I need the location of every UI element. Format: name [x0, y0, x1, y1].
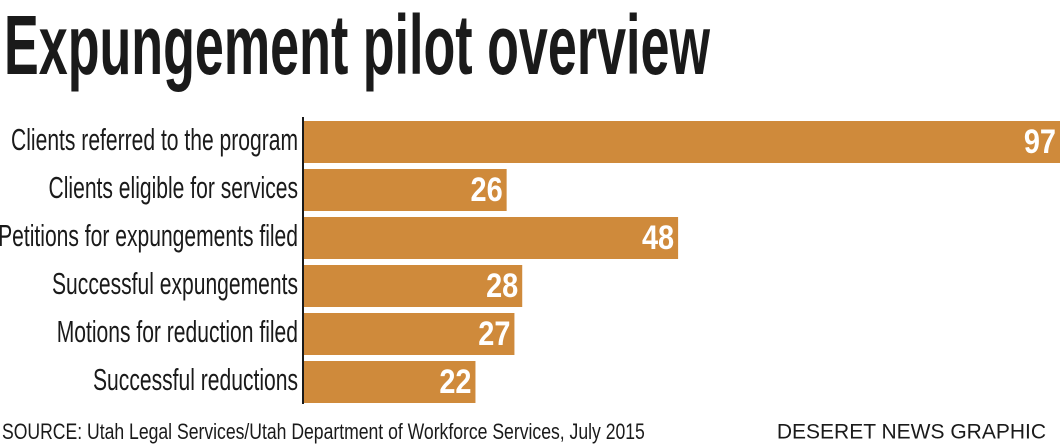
bar	[304, 121, 1060, 163]
category-label: Motions for reduction filed	[57, 314, 298, 349]
category-label: Successful reductions	[93, 362, 298, 397]
value-label: 48	[642, 218, 674, 257]
category-label: Clients eligible for services	[49, 170, 298, 205]
value-label: 22	[439, 362, 471, 401]
bar	[304, 265, 523, 307]
category-label: Successful expungements	[52, 266, 298, 301]
bar	[304, 313, 515, 355]
bar	[304, 217, 679, 259]
value-label: 28	[486, 266, 518, 305]
category-label: Clients referred to the program	[11, 122, 298, 157]
credit: DESERET NEWS GRAPHIC	[777, 421, 1046, 444]
category-label: Petitions for expungements filed	[0, 218, 298, 253]
bar	[304, 169, 507, 211]
value-label: 27	[478, 314, 510, 353]
chart-title: Expungement pilot overview	[4, 0, 710, 92]
value-label: 26	[470, 170, 502, 209]
source: SOURCE: Utah Legal Services/Utah Departm…	[2, 420, 645, 444]
bar	[304, 361, 476, 403]
value-label: 97	[1024, 122, 1056, 161]
